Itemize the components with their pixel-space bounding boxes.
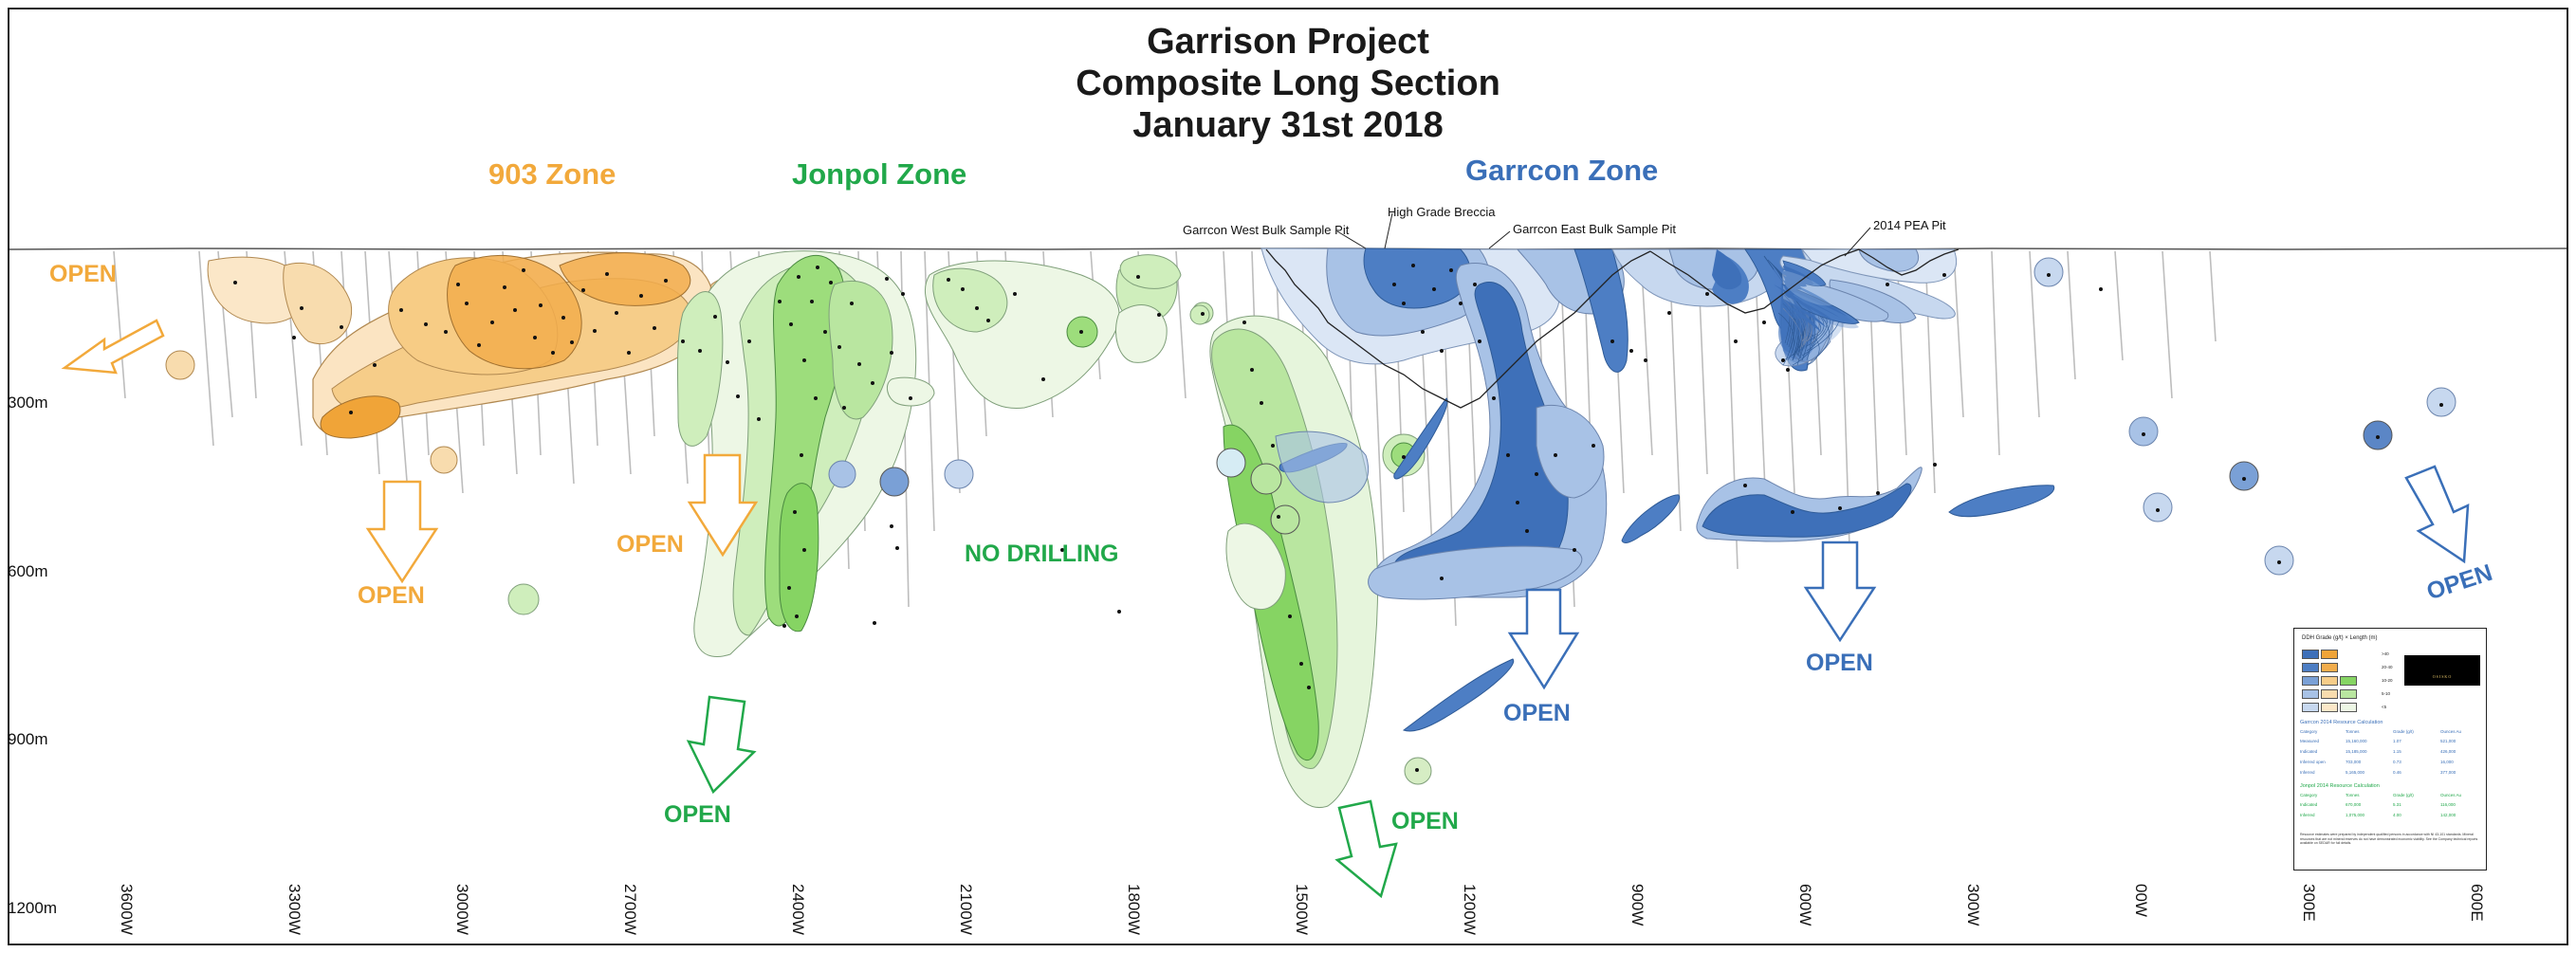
garrcon-zone-envelope: [828, 247, 2456, 732]
no-drilling-label: NO DRILLING: [965, 541, 1119, 567]
open-label-1500: OPEN: [1391, 808, 1459, 834]
page-title-line2: Composite Long Section: [1076, 64, 1500, 103]
open-arrow-far-east-down: [2404, 465, 2470, 564]
legend-swatch-green-3: [2340, 676, 2357, 686]
high-grade-breccia-label: High Grade Breccia: [1388, 205, 1496, 219]
legend-swatch-orange-5: [2321, 703, 2338, 712]
easting-label: 300E: [2300, 884, 2318, 922]
depth-label-900: 900m: [8, 730, 48, 748]
open-arrow-garrcon-down: [1507, 588, 1580, 690]
open-arrow-903-west: [61, 319, 165, 375]
jonpol-resource-title: Jonpol 2014 Resource Calculation: [2300, 783, 2380, 789]
legend-level: 10-20: [2382, 678, 2393, 683]
page-title-line3: January 31st 2018: [1132, 105, 1444, 145]
open-arrow-jonpol-down: [686, 695, 757, 795]
open-arrow-1500-down: [1334, 799, 1398, 899]
section-frame: [8, 8, 2568, 945]
easting-label: 2100W: [957, 884, 975, 935]
open-label-903-west: OPEN: [49, 261, 117, 287]
legend-swatch-blue-2: [2302, 663, 2319, 672]
page-title-line1: Garrison Project: [1147, 22, 1429, 62]
garrcon-west-pit-label: Garrcon West Bulk Sample Pit: [1183, 223, 1350, 237]
legend-swatch-blue-4: [2302, 689, 2319, 699]
pit-outlines: [1265, 248, 1960, 409]
easting-label: 3000W: [453, 884, 471, 935]
garrcon-resource-title: Garrcon 2014 Resource Calculation: [2300, 720, 2383, 725]
legend-swatch-green-5: [2340, 703, 2357, 712]
easting-label: 600E: [2468, 884, 2486, 922]
pea-pit-label: 2014 PEA Pit: [1873, 218, 1946, 232]
easting-label: 1800W: [1125, 884, 1143, 935]
easting-label: 600W: [1796, 884, 1814, 926]
open-label-2600: OPEN: [616, 531, 684, 558]
legend-swatch-blue-1: [2302, 650, 2319, 659]
legend-box: DDH Grade (g/t) × Length (m) >40 20-40 1…: [2293, 628, 2487, 871]
legend-swatch-orange-1: [2321, 650, 2338, 659]
garrcon-east-pit-label: Garrcon East Bulk Sample Pit: [1513, 222, 1676, 236]
open-arrows: [61, 319, 2470, 899]
legend-swatch-blue-3: [2302, 676, 2319, 686]
open-label-garrcon-east: OPEN: [1806, 650, 1873, 676]
depth-label-600: 600m: [8, 562, 48, 580]
open-arrow-2600-down: [687, 453, 759, 558]
depth-label-300: 300m: [8, 394, 48, 412]
surface-label-leaders: [1336, 212, 1871, 257]
legend-level: <5: [2382, 705, 2387, 709]
garrcon-zone-label: Garrcon Zone: [1465, 154, 1659, 187]
easting-label: 900W: [1628, 884, 1647, 926]
easting-label: 3600W: [118, 884, 136, 935]
easting-label: 2700W: [621, 884, 639, 935]
osisko-logo: OSISKO: [2404, 655, 2480, 686]
legend-level: 5-10: [2382, 691, 2391, 696]
open-label-903-down: OPEN: [358, 582, 425, 609]
legend-swatch-orange-2: [2321, 663, 2338, 672]
legend-level: 20-40: [2382, 665, 2393, 669]
zone-903-label: 903 Zone: [488, 157, 616, 191]
drill-intercept-dots: [233, 264, 2443, 772]
open-label-garrcon: OPEN: [1503, 700, 1571, 726]
jonpol-zone-envelope: [507, 250, 1432, 808]
legend-level: >40: [2382, 651, 2389, 656]
legend-swatch-orange-4: [2321, 689, 2338, 699]
easting-label: 3300W: [285, 884, 304, 935]
legend-swatch-green-4: [2340, 689, 2357, 699]
easting-label: 2400W: [789, 884, 807, 935]
easting-label: 1500W: [1293, 884, 1311, 935]
open-arrow-garrcon-east-down: [1803, 541, 1877, 643]
easting-label: 1200W: [1461, 884, 1479, 935]
legend-title: DDH Grade (g/t) × Length (m): [2302, 635, 2378, 641]
legend-note: Resource estimates were prepared by inde…: [2300, 833, 2478, 845]
depth-label-1200: 1200m: [8, 899, 57, 917]
easting-label: 00W: [2132, 884, 2150, 917]
open-arrow-903-down: [365, 480, 439, 584]
open-label-jonpol: OPEN: [664, 801, 731, 828]
legend-swatch-orange-3: [2321, 676, 2338, 686]
easting-label: 300W: [1964, 884, 1982, 926]
jonpol-zone-label: Jonpol Zone: [792, 157, 967, 191]
legend-swatch-blue-5: [2302, 703, 2319, 712]
